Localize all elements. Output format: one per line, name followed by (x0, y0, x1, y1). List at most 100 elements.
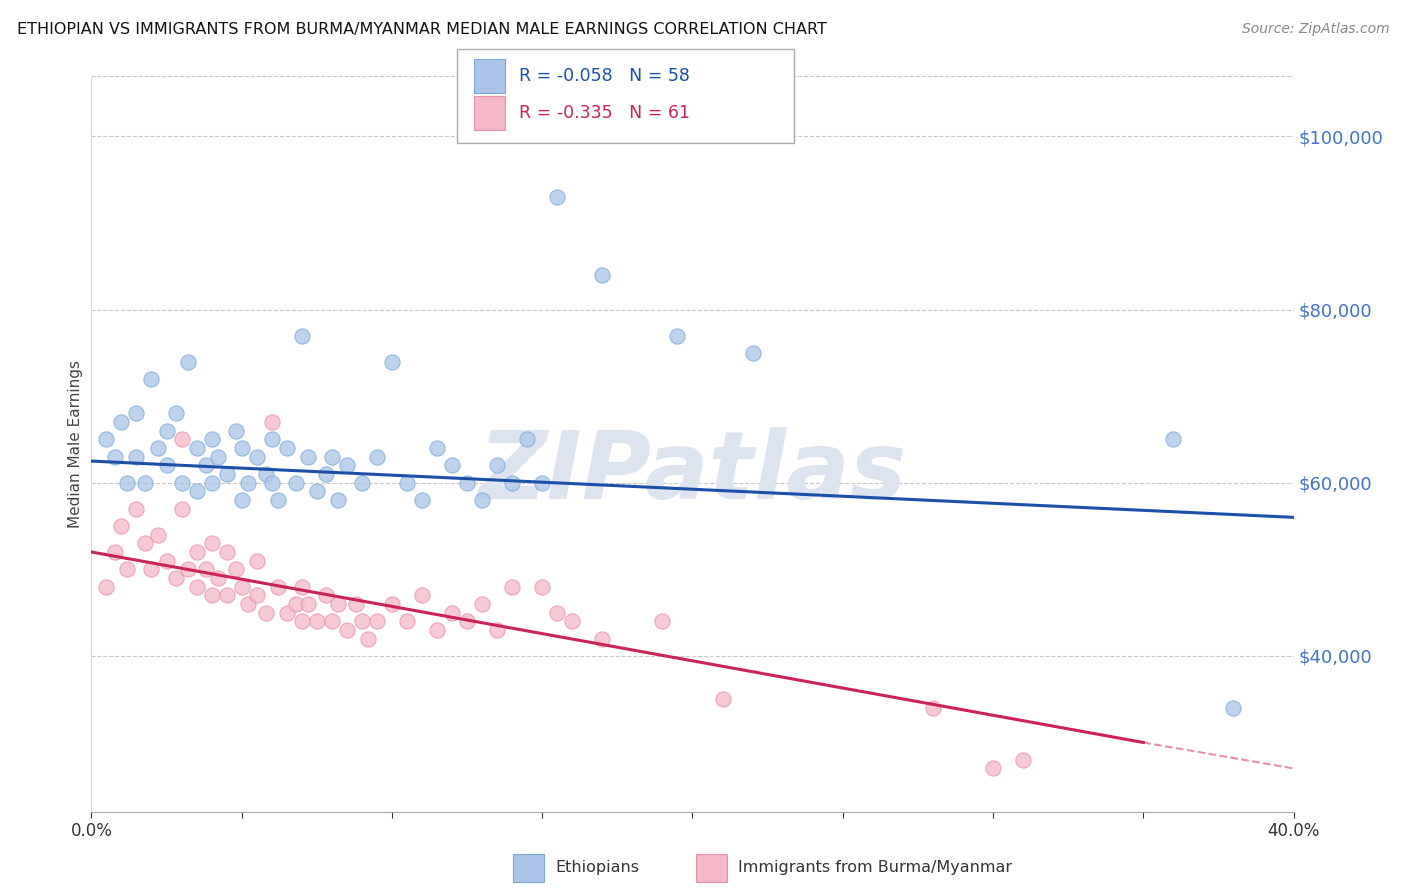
Point (215, 467, 238, 481)
Point (297, 450, 319, 464)
Point (231, 580, 253, 594)
Point (350, 614, 373, 628)
Text: Source: ZipAtlas.com: Source: ZipAtlas.com (1241, 22, 1389, 37)
Point (207, 450, 229, 464)
Point (170, 433, 193, 447)
Point (96, 433, 118, 447)
Point (591, 632, 613, 646)
Point (254, 606, 277, 620)
Point (141, 372, 163, 386)
Point (155, 424, 177, 438)
Point (546, 190, 568, 204)
Point (426, 623, 449, 637)
Point (297, 597, 319, 611)
Point (315, 467, 337, 481)
Point (411, 588, 433, 602)
Point (471, 493, 494, 508)
Point (366, 614, 388, 628)
Point (110, 415, 132, 429)
Point (201, 433, 224, 447)
Point (486, 623, 509, 637)
Point (315, 588, 337, 602)
Point (110, 519, 132, 533)
Point (546, 606, 568, 620)
Text: R = -0.058   N = 58: R = -0.058 N = 58 (519, 67, 690, 85)
Point (651, 614, 673, 628)
Point (471, 597, 494, 611)
Point (155, 554, 177, 568)
Point (225, 562, 247, 576)
Point (246, 588, 269, 602)
Text: ZIPatlas: ZIPatlas (478, 427, 907, 519)
Point (267, 493, 290, 508)
Point (125, 501, 148, 516)
Point (666, 328, 689, 343)
Point (395, 614, 418, 628)
Point (531, 580, 554, 594)
Point (284, 597, 307, 611)
Point (395, 475, 418, 490)
Point (561, 614, 583, 628)
Point (215, 588, 238, 602)
Point (246, 450, 269, 464)
Point (531, 475, 554, 490)
Point (336, 623, 359, 637)
Point (260, 415, 283, 429)
Point (344, 597, 367, 611)
Point (170, 475, 193, 490)
Point (267, 580, 290, 594)
Point (291, 328, 314, 343)
Point (711, 692, 734, 706)
Point (1012, 753, 1035, 767)
Point (194, 458, 217, 473)
Point (284, 475, 307, 490)
Point (201, 536, 224, 550)
Point (516, 433, 538, 447)
Point (165, 571, 187, 585)
Point (486, 458, 509, 473)
Point (411, 493, 433, 508)
Point (134, 536, 156, 550)
Point (186, 441, 208, 455)
Point (186, 484, 208, 499)
Point (381, 597, 404, 611)
Point (170, 501, 193, 516)
Point (225, 424, 247, 438)
Text: Immigrants from Burma/Myanmar: Immigrants from Burma/Myanmar (738, 861, 1012, 875)
Point (591, 268, 613, 282)
Point (246, 554, 269, 568)
Point (1161, 433, 1184, 447)
Point (146, 441, 169, 455)
Point (357, 632, 380, 646)
Point (186, 580, 208, 594)
Point (236, 597, 259, 611)
Point (186, 545, 208, 559)
Point (350, 475, 373, 490)
Point (981, 761, 1004, 775)
Point (201, 588, 224, 602)
Point (165, 407, 187, 421)
Text: Ethiopians: Ethiopians (555, 861, 640, 875)
Point (117, 562, 139, 576)
Point (194, 562, 217, 576)
Point (276, 606, 298, 620)
Point (321, 450, 343, 464)
Point (231, 441, 253, 455)
Point (426, 441, 449, 455)
Point (201, 475, 224, 490)
Point (104, 545, 127, 559)
Point (207, 571, 229, 585)
Point (104, 450, 127, 464)
Text: R = -0.335   N = 61: R = -0.335 N = 61 (519, 104, 690, 122)
Point (440, 606, 463, 620)
Point (305, 614, 328, 628)
Point (326, 597, 349, 611)
Point (922, 701, 945, 715)
Point (326, 493, 349, 508)
Point (231, 493, 253, 508)
Point (276, 441, 298, 455)
Point (741, 346, 763, 360)
Point (336, 458, 359, 473)
Point (125, 407, 148, 421)
Point (176, 354, 198, 368)
